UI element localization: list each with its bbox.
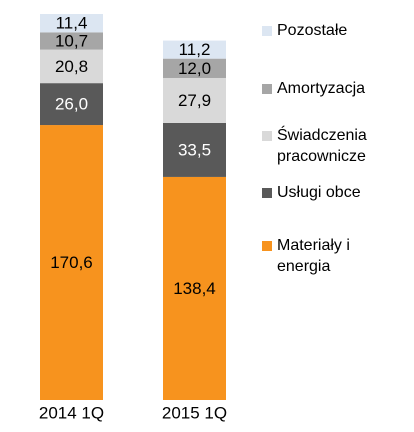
legend-item: Amortyzacja xyxy=(262,78,402,99)
x-tick-label: 2015 1Q xyxy=(162,403,227,422)
value-label: 170,6 xyxy=(50,253,93,272)
legend-label: Świadczenia pracownicze xyxy=(277,127,367,165)
legend-item: Pozostałe xyxy=(262,20,402,41)
bar-segment xyxy=(40,14,103,33)
bar-segment xyxy=(163,77,226,123)
legend-swatch xyxy=(262,84,272,94)
value-label: 11,2 xyxy=(179,40,211,59)
legend-item: Świadczenia pracownicze xyxy=(262,125,402,167)
legend-swatch xyxy=(262,26,272,36)
legend-swatch xyxy=(262,188,272,198)
legend-label: Usługi obce xyxy=(277,184,361,201)
bar-segment xyxy=(163,40,226,59)
value-label: 26,0 xyxy=(55,95,88,114)
value-label: 138,4 xyxy=(173,279,216,298)
bar-segment xyxy=(40,125,103,401)
legend-swatch xyxy=(262,131,272,141)
value-label: 33,5 xyxy=(178,140,211,159)
value-label: 10,7 xyxy=(55,31,88,50)
bar-segment xyxy=(40,32,103,50)
bar-segment xyxy=(163,176,226,400)
legend-item: Materiały i energia xyxy=(262,235,402,277)
bar-segment xyxy=(40,49,103,84)
bar-segment xyxy=(163,122,226,177)
x-tick-label: 2014 1Q xyxy=(39,403,104,422)
legend-label: Amortyzacja xyxy=(277,80,366,97)
value-label: 12,0 xyxy=(178,59,211,78)
legend-label: Pozostałe xyxy=(277,22,348,39)
legend-item: Usługi obce xyxy=(262,182,402,203)
bar-segment xyxy=(40,83,103,126)
value-label: 20,8 xyxy=(55,57,88,76)
bar-segment xyxy=(163,58,226,78)
legend-swatch xyxy=(262,241,272,251)
value-label: 11,4 xyxy=(56,14,88,33)
value-label: 27,9 xyxy=(178,91,211,110)
legend-label: Materiały i energia xyxy=(277,237,350,275)
